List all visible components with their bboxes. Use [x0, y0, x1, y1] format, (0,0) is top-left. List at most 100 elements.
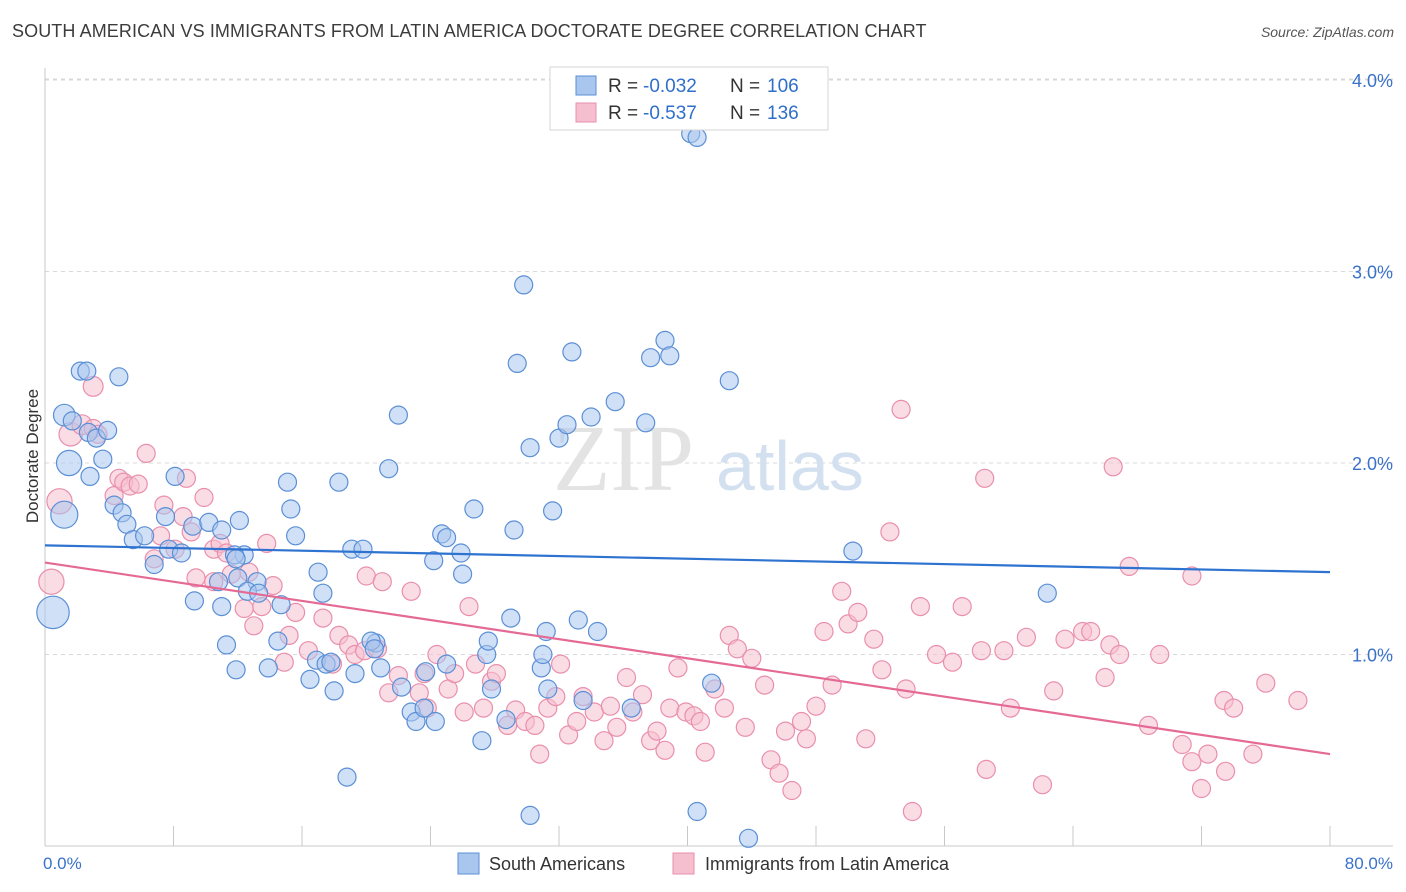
immigrants-point-78 [632, 685, 653, 705]
south-americans-point-29 [212, 520, 232, 540]
immigrants-point-56 [459, 596, 479, 617]
immigrants-point-126 [1081, 621, 1101, 642]
bottom-legend-label-south-americans: South Americans [489, 854, 625, 874]
trend-line-immigrants [44, 561, 1331, 756]
south-americans-point-105 [687, 801, 707, 822]
south-americans-point-109 [843, 541, 863, 561]
south-americans-point-18 [144, 554, 164, 575]
immigrants-point-104 [832, 581, 852, 601]
legend-r-label-2: R = [608, 103, 638, 124]
immigrants-point-92 [735, 717, 755, 737]
legend-swatch-pink [575, 102, 597, 123]
immigrants-point-96 [769, 763, 789, 783]
south-americans-point-45 [300, 669, 320, 690]
immigrants-point-134 [1198, 744, 1218, 764]
south-americans-point-72 [453, 564, 473, 584]
south-americans-point-41 [271, 595, 291, 615]
south-americans-point-86 [542, 501, 563, 521]
immigrants-point-123 [1044, 681, 1064, 701]
immigrants-point-100 [796, 729, 817, 749]
south-americans-point-106 [520, 805, 540, 826]
immigrants-point-31 [257, 533, 277, 554]
immigrants-point-127 [1095, 667, 1115, 688]
immigrants-point-133 [1182, 752, 1202, 772]
south-americans-point-59 [364, 639, 384, 659]
south-americans-point-33 [226, 549, 246, 569]
south-americans-point-51 [329, 472, 349, 492]
south-americans-point-111 [337, 767, 357, 787]
south-americans-point-90 [568, 610, 588, 630]
immigrants-point-98 [782, 780, 802, 801]
immigrants-point-116 [952, 596, 972, 617]
south-americans-point-6 [77, 361, 97, 381]
immigrants-point-94 [754, 675, 775, 695]
south-americans-point-61 [388, 405, 408, 425]
immigrants-point-113 [910, 596, 931, 617]
immigrants-point-0 [38, 568, 65, 595]
immigrants-point-117 [971, 641, 992, 661]
immigrants-point-86 [690, 711, 711, 732]
immigrants-point-58 [473, 698, 494, 718]
south-americans-point-84 [533, 644, 553, 665]
immigrants-point-107 [856, 729, 876, 749]
y-tick-label-3: 4.0% [1352, 71, 1393, 91]
south-americans-point-110 [1037, 583, 1057, 603]
immigrants-point-70 [567, 711, 587, 732]
south-americans-point-91 [573, 690, 593, 711]
south-americans-point-28 [216, 635, 237, 655]
immigrants-point-135 [1215, 761, 1236, 781]
south-americans-point-22 [171, 543, 192, 563]
immigrants-point-111 [891, 399, 911, 419]
immigrants-point-48 [401, 581, 421, 601]
south-americans-point-2 [55, 449, 83, 477]
bottom-legend-label-immigrants: Immigrants from Latin America [705, 854, 950, 874]
watermark: ZIP atlas [553, 407, 864, 511]
immigrants-point-110 [880, 522, 900, 542]
south-americans-point-94 [605, 392, 625, 412]
south-americans-point-66 [416, 662, 436, 682]
south-americans-point-104 [701, 673, 722, 693]
immigrants-point-43 [356, 566, 376, 586]
south-americans-point-24 [184, 591, 204, 611]
axes [44, 68, 1393, 847]
legend-swatch-blue [575, 75, 597, 96]
south-americans-point-57 [371, 658, 391, 678]
south-americans-point-7 [109, 367, 129, 387]
south-americans-point-35 [229, 510, 249, 531]
south-americans-point-23 [183, 516, 203, 536]
south-americans-point-34 [228, 568, 248, 588]
south-americans-point-82 [520, 438, 540, 458]
legend-r-label-1: R = [608, 76, 638, 97]
south-americans-point-102 [719, 371, 739, 391]
immigrants-point-74 [600, 696, 621, 716]
south-americans-point-97 [640, 348, 661, 368]
immigrants-point-144 [1191, 778, 1212, 799]
south-americans-point-75 [481, 679, 502, 699]
immigrants-point-76 [616, 667, 637, 688]
immigrants-point-64 [525, 715, 545, 736]
immigrants-point-102 [814, 621, 834, 642]
x-tick-label-left: 0.0% [43, 854, 82, 873]
south-americans-point-21 [165, 466, 185, 486]
immigrants-point-145 [975, 468, 995, 488]
immigrants-point-87 [695, 742, 715, 762]
immigrants-point-146 [902, 801, 923, 822]
south-americans-point-19 [155, 506, 176, 527]
immigrants-point-11 [128, 474, 148, 494]
south-americans-point-62 [392, 677, 412, 697]
south-americans-point-50 [321, 652, 341, 672]
south-americans-point-39 [258, 658, 278, 678]
south-americans-point-69 [437, 654, 457, 674]
south-americans-point-27 [212, 596, 232, 617]
immigrants-point-106 [848, 602, 868, 623]
south-americans-point-93 [587, 621, 608, 642]
south-americans-point-10 [97, 420, 118, 440]
trend-line-south-americans [44, 544, 1331, 574]
series-legend: South Americans Immigrants from Latin Am… [457, 852, 950, 875]
immigrants-point-29 [244, 616, 264, 636]
south-americans-point-4 [62, 411, 82, 431]
south-americans-point-101 [687, 127, 707, 147]
south-americans-point-99 [660, 346, 680, 366]
south-americans-point-30 [226, 660, 246, 680]
south-americans-point-12 [93, 449, 113, 469]
